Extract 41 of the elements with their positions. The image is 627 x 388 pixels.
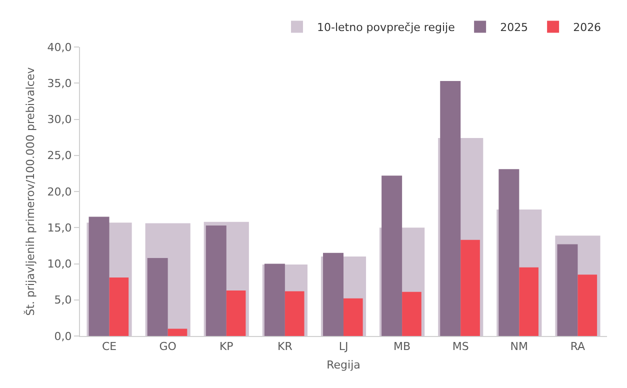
bar (226, 290, 246, 336)
y-tick-label: 0,0 (54, 330, 72, 343)
x-tick-label: MB (394, 340, 411, 354)
y-tick-label: 20,0 (47, 185, 72, 198)
y-tick-label: 40,0 (47, 40, 72, 54)
y-tick-label: 30,0 (47, 113, 72, 126)
bar (440, 80, 461, 336)
bar (460, 240, 480, 336)
bar (147, 258, 168, 336)
x-tick-label: GO (159, 340, 177, 354)
x-axis-title: Regija (326, 358, 360, 372)
bar (519, 267, 538, 336)
y-tick-label: 5,0 (54, 294, 72, 307)
x-tick-label: KP (219, 340, 234, 354)
legend-label: 2026 (573, 21, 602, 34)
bar (578, 274, 598, 336)
bar (344, 298, 363, 336)
bar (557, 244, 578, 336)
bar (109, 277, 129, 336)
y-tick-label: 10,0 (47, 258, 72, 271)
bar (206, 225, 226, 336)
y-tick-label: 15,0 (47, 221, 72, 234)
x-tick-label: CE (102, 340, 117, 354)
x-tick-label: MS (452, 340, 469, 354)
bar (284, 291, 304, 336)
legend-label: 10-letno povprečje regije (317, 21, 456, 34)
y-tick-label: 25,0 (47, 149, 72, 162)
y-tick-label: 35,0 (47, 76, 72, 90)
bar (498, 169, 520, 336)
bar (264, 264, 285, 336)
x-tick-label: LJ (338, 340, 348, 354)
legend-label: 2025 (500, 21, 528, 34)
bar (323, 252, 344, 336)
y-axis-title: Št. prijavljenih primerov/100.000 prebivalcev (22, 66, 37, 316)
x-tick-label: RA (570, 340, 586, 354)
bar (402, 292, 422, 336)
bar (88, 216, 110, 336)
bar (168, 328, 188, 336)
x-tick-label: NM (510, 340, 528, 354)
bar (382, 176, 402, 336)
x-tick-label: KR (278, 340, 293, 354)
